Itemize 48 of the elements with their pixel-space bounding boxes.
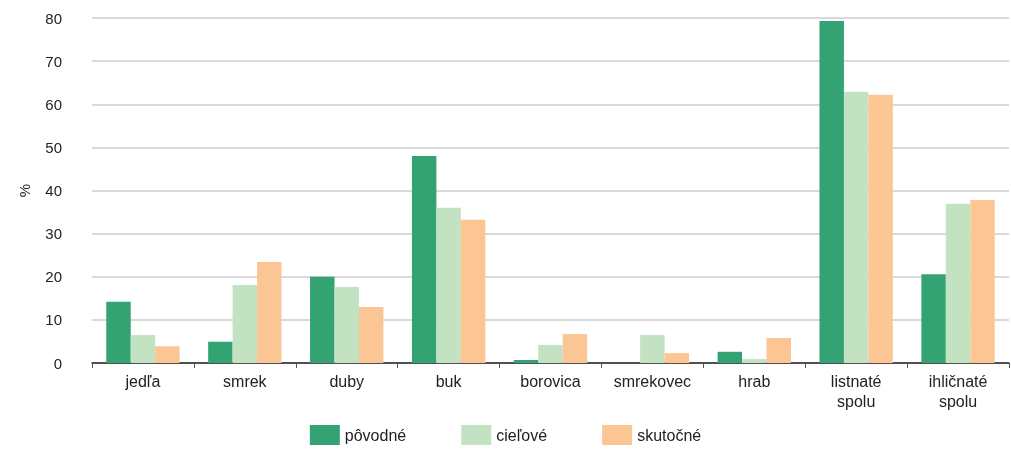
bar [106, 301, 131, 363]
x-tick-label: duby [329, 372, 365, 390]
y-tick-label: 60 [45, 95, 62, 113]
bar [843, 91, 869, 363]
y-tick-label: 0 [53, 354, 62, 372]
y-tick-label: 40 [45, 182, 62, 199]
legend-label: cieľové [496, 426, 548, 444]
bar [411, 156, 437, 363]
x-tick-label: ihličnaté spolu [928, 372, 988, 410]
y-axis-title: % [16, 183, 33, 198]
bar [562, 334, 588, 363]
bar [970, 199, 995, 363]
x-tick-label: listnaté spolu [830, 372, 882, 410]
bar [436, 207, 461, 363]
y-tick-label: 20 [45, 268, 62, 286]
bar [257, 262, 282, 363]
x-tick-label: smrekovec [613, 372, 692, 390]
bar [513, 359, 539, 363]
bar [766, 337, 791, 363]
bar [742, 359, 767, 363]
bar [921, 274, 946, 363]
y-tick-label: 30 [45, 225, 62, 243]
x-tick-label: borovica [520, 372, 581, 390]
legend-label: pôvodné [344, 426, 407, 444]
y-tick-label: 70 [45, 52, 62, 70]
bar [334, 287, 359, 363]
bar [664, 353, 690, 363]
x-tick-label: smrek [223, 372, 268, 390]
bar [868, 94, 893, 363]
bar [538, 344, 563, 363]
legend-label: skutočné [637, 426, 702, 444]
x-tick-label: hrab [738, 372, 771, 390]
x-tick-label: jedľa [124, 372, 161, 390]
bar [717, 351, 743, 363]
y-tick-label: 10 [45, 311, 62, 329]
bar [819, 21, 844, 363]
bar [130, 334, 156, 363]
bar [310, 276, 335, 363]
bar [358, 306, 384, 363]
y-tick-label: 50 [45, 138, 62, 156]
bar [640, 334, 665, 363]
y-tick-label: 80 [45, 9, 62, 27]
bar [232, 284, 258, 363]
bar [460, 219, 486, 363]
x-tick-label: buk [435, 372, 463, 390]
bar [945, 203, 971, 363]
bar [155, 346, 180, 363]
bar [208, 341, 233, 363]
